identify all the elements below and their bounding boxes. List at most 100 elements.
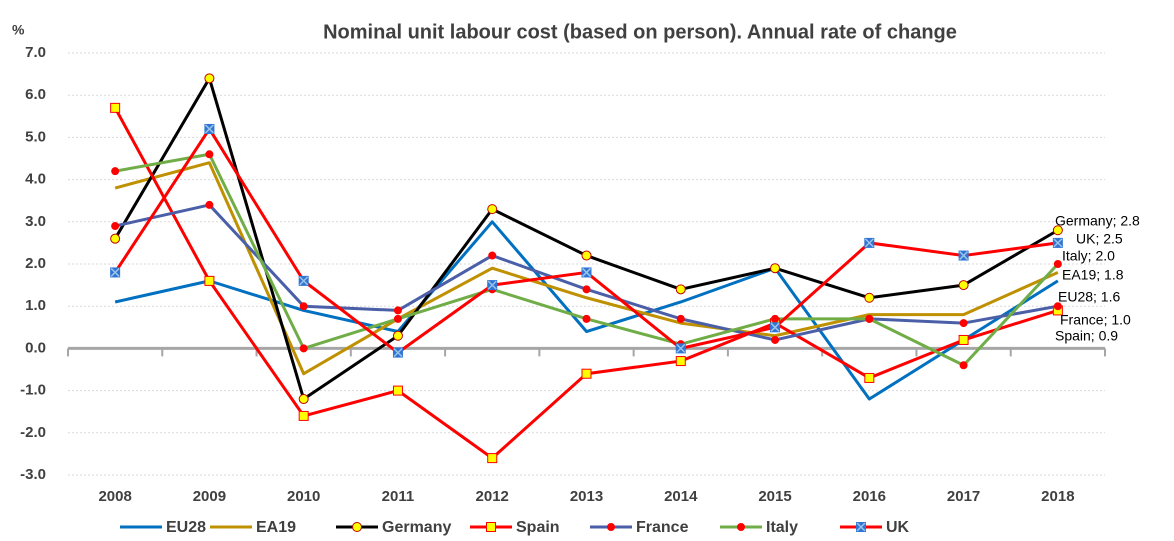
data-point	[1052, 225, 1063, 236]
data-point	[392, 330, 403, 341]
data-point	[487, 453, 498, 464]
data-label: UK; 2.5	[1076, 231, 1123, 247]
data-point	[864, 237, 875, 248]
y-tick-label: 3.0	[25, 213, 46, 230]
series-line	[113, 107, 1059, 460]
x-tick-label: 2017	[947, 488, 980, 505]
legend-marker	[737, 523, 745, 531]
data-point	[1053, 302, 1062, 311]
x-tick-label: 2018	[1041, 488, 1074, 505]
marker-cross	[856, 522, 866, 532]
data-point	[111, 222, 120, 231]
data-point	[205, 150, 214, 159]
data-point	[204, 73, 215, 84]
legend-label: Italy	[766, 519, 798, 536]
data-point	[299, 302, 308, 311]
marker-cross	[393, 348, 403, 358]
data-point	[110, 102, 121, 113]
data-point	[392, 347, 403, 358]
data-point	[771, 335, 780, 344]
marker-cross	[110, 267, 120, 277]
data-point	[675, 356, 686, 367]
data-point	[204, 123, 215, 134]
legend-marker	[607, 523, 615, 531]
marker-cross	[676, 343, 686, 353]
data-label: Italy; 2.0	[1062, 248, 1115, 264]
x-tick-label: 2015	[758, 488, 791, 505]
data-point	[864, 292, 875, 303]
data-point	[299, 344, 308, 353]
data-point	[582, 285, 591, 294]
x-tick-label: 2009	[193, 488, 226, 505]
data-point	[1052, 237, 1063, 248]
data-label: France; 1.0	[1060, 312, 1131, 328]
data-point	[959, 319, 968, 328]
y-tick-label: -1.0	[20, 382, 46, 399]
data-point	[488, 251, 497, 260]
data-point	[487, 280, 498, 291]
y-tick-label: -2.0	[20, 424, 46, 441]
legend-label: UK	[886, 519, 910, 536]
data-point	[487, 204, 498, 215]
data-point	[1053, 260, 1062, 268]
y-tick-label: 5.0	[25, 128, 46, 145]
data-point	[298, 394, 309, 405]
chart-title: Nominal unit labour cost (based on perso…	[323, 21, 957, 43]
x-tick-label: 2010	[287, 488, 320, 505]
data-point	[771, 314, 780, 323]
series-line	[114, 161, 1059, 376]
y-axis-label: %	[12, 22, 25, 38]
data-point	[675, 343, 686, 354]
y-tick-label: 2.0	[25, 255, 46, 272]
legend-label: France	[636, 519, 689, 536]
data-point	[581, 250, 592, 261]
marker-cross	[299, 276, 309, 286]
data-point	[393, 314, 402, 323]
data-point	[958, 334, 969, 345]
data-label: Germany; 2.8	[1055, 213, 1140, 229]
x-tick-label: 2013	[570, 488, 603, 505]
data-point	[298, 275, 309, 286]
legend-label: Germany	[382, 519, 451, 536]
marker-cross	[864, 238, 874, 248]
legend-marker	[856, 522, 866, 532]
data-point	[298, 410, 309, 421]
data-label: Spain; 0.9	[1055, 328, 1118, 344]
data-point	[676, 314, 685, 323]
data-point	[581, 267, 592, 278]
data-label: EA19; 1.8	[1062, 267, 1124, 283]
y-tick-label: 4.0	[25, 171, 46, 188]
y-tick-label: 7.0	[25, 44, 46, 61]
x-tick-label: 2011	[382, 488, 415, 505]
data-point	[204, 275, 215, 286]
marker-cross	[581, 267, 592, 277]
data-point	[392, 385, 403, 396]
y-tick-label: 0.0	[25, 339, 46, 356]
data-point	[110, 267, 121, 278]
y-tick-label: 6.0	[25, 86, 46, 103]
data-point	[865, 314, 874, 323]
data-label: EU28; 1.6	[1058, 289, 1120, 305]
legend-marker	[352, 522, 362, 532]
legend-label: EA19	[256, 519, 296, 536]
data-point	[770, 322, 781, 333]
data-point	[393, 306, 402, 315]
data-point	[864, 372, 875, 383]
y-tick-label: -3.0	[20, 466, 46, 483]
marker-cross	[959, 251, 969, 261]
marker-cross	[770, 322, 780, 332]
data-point	[770, 263, 781, 274]
x-tick-label: 2012	[476, 488, 509, 505]
data-point	[581, 368, 592, 379]
marker-cross	[487, 280, 497, 290]
data-point	[111, 167, 120, 176]
data-point	[958, 280, 969, 291]
x-tick-label: 2016	[853, 488, 886, 505]
x-tick-label: 2014	[664, 488, 698, 505]
x-tick-label: 2008	[98, 488, 131, 505]
data-point	[959, 361, 968, 370]
data-point	[675, 284, 686, 295]
data-point	[582, 314, 591, 323]
marker-cross	[1053, 238, 1063, 248]
